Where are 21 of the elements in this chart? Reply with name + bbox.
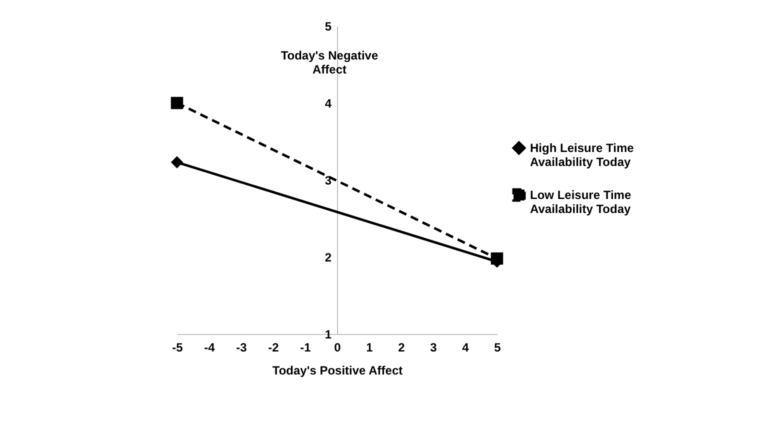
x-tick-label: -4: [204, 340, 216, 354]
point: [170, 156, 184, 168]
x-tick-label: -1: [300, 340, 312, 354]
x-tick-label: 2: [398, 340, 406, 354]
x-tick-label: 4: [462, 340, 470, 354]
x-tick-label: -2: [268, 340, 280, 354]
x-tick-label: -5: [172, 340, 184, 354]
point: [170, 96, 184, 110]
y-tick-label: 4: [324, 96, 332, 110]
legend-label: High Leisure Time Availability Today: [530, 141, 634, 169]
x-axis-title: Today's Positive Affect: [272, 364, 403, 378]
x-tick-label: 0: [334, 340, 342, 354]
legend-label: Low Leisure Time Availability Today: [530, 188, 632, 216]
y-tick-label: 1: [324, 328, 332, 342]
y-tick-label: 5: [324, 20, 332, 34]
x-tick-label: -3: [236, 340, 248, 354]
x-tick-label: 3: [430, 340, 438, 354]
y-tick-label: 2: [324, 250, 332, 264]
x-tick-label: 5: [494, 340, 502, 354]
x-tick-label: 1: [366, 340, 374, 354]
y-axis-title: Today's Negative Affect: [280, 48, 378, 76]
